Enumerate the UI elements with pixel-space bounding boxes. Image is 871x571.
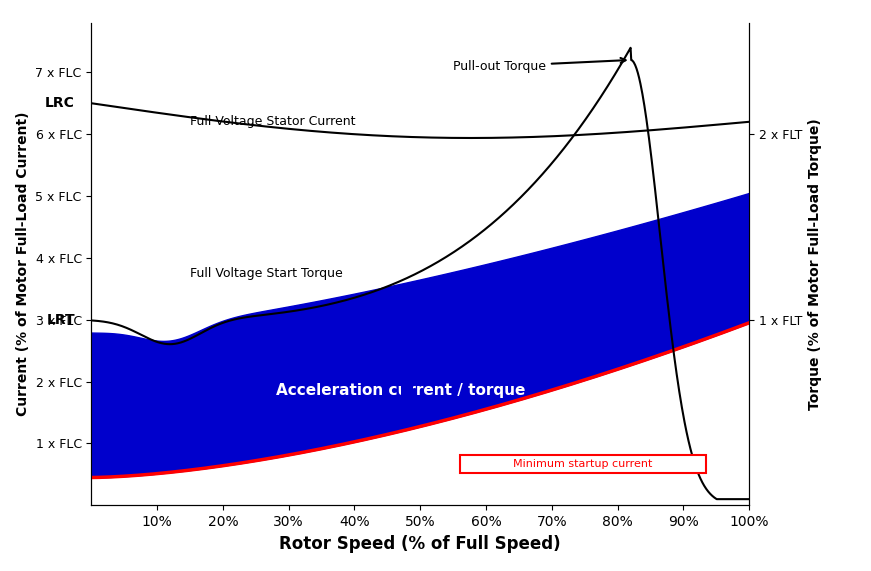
Text: Minimum startup current: Minimum startup current xyxy=(513,459,652,469)
FancyBboxPatch shape xyxy=(402,301,413,420)
FancyBboxPatch shape xyxy=(460,455,706,473)
Y-axis label: Current (% of Motor Full-Load Current): Current (% of Motor Full-Load Current) xyxy=(16,112,30,416)
Text: Full Voltage Start Torque: Full Voltage Start Torque xyxy=(190,267,343,280)
X-axis label: Rotor Speed (% of Full Speed): Rotor Speed (% of Full Speed) xyxy=(280,534,561,553)
Text: Pull-out Torque: Pull-out Torque xyxy=(453,58,625,73)
Text: Acceleration current / torque: Acceleration current / torque xyxy=(275,383,525,399)
Text: LRC: LRC xyxy=(45,96,75,110)
Y-axis label: Torque (% of Motor Full-Load Torque): Torque (% of Motor Full-Load Torque) xyxy=(807,118,821,410)
Polygon shape xyxy=(375,286,440,310)
Text: LRT: LRT xyxy=(46,313,75,327)
Text: Full Voltage Stator Current: Full Voltage Stator Current xyxy=(190,115,355,128)
